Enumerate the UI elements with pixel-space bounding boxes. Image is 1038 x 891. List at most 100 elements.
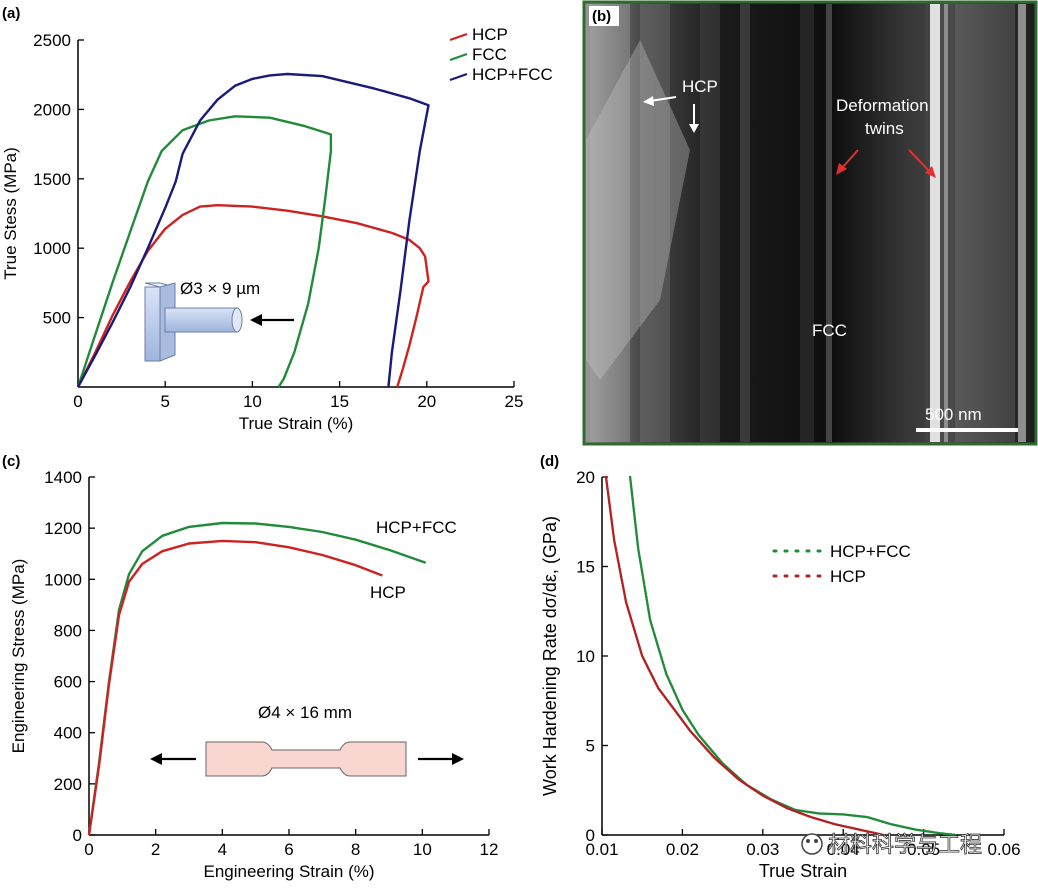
micrograph-label-deformation: Deformation bbox=[836, 96, 929, 115]
x-tick-label: 0.04 bbox=[827, 840, 860, 859]
panel-d-y-axis-title: Work Hardening Rate dσ/dε, (GPa) bbox=[540, 516, 560, 796]
x-tick-label: 25 bbox=[505, 392, 524, 411]
series-line-hcp bbox=[87, 539, 383, 836]
x-tick-label: 2 bbox=[151, 840, 160, 859]
panel-a-y-axis-title: True Stess (MPa) bbox=[1, 147, 20, 280]
x-tick-label: 0.05 bbox=[907, 840, 940, 859]
series-dots-hcp-fcc bbox=[628, 475, 957, 837]
panel-d-label: (d) bbox=[540, 453, 559, 470]
panel-d-legend: HCP+FCC HCP bbox=[772, 542, 911, 586]
panel-a-label: (a) bbox=[2, 5, 20, 22]
x-tick-label: 0.02 bbox=[666, 840, 699, 859]
hcp-arrow-icon bbox=[643, 96, 699, 133]
tension-arrows-icon bbox=[150, 753, 464, 765]
micrograph-band bbox=[800, 4, 814, 442]
y-tick-label: 10 bbox=[576, 647, 595, 666]
panel-a-axes: 0 5 10 15 20 25 500 1000 1500 2000 2500 True Strain… bbox=[1, 31, 523, 433]
x-tick-label: 12 bbox=[480, 840, 499, 859]
x-tick-label: 5 bbox=[160, 392, 169, 411]
legend-label: HCP+FCC bbox=[472, 65, 553, 84]
panel-a: (a) 0 5 10 15 20 25 500 1000 1500 2000 2500 True St… bbox=[1, 5, 553, 433]
micrograph-band bbox=[905, 4, 925, 442]
micrograph-band bbox=[955, 4, 1015, 442]
panel-c-y-axis-title: Engineering Stress (MPa) bbox=[9, 559, 28, 754]
x-tick-label: 0 bbox=[73, 392, 82, 411]
micrograph-band bbox=[640, 4, 670, 442]
panel-a-series bbox=[76, 72, 430, 388]
watermark-text: 材料科学与工程 bbox=[828, 832, 982, 857]
legend-label: HCP bbox=[830, 567, 866, 586]
legend-label: HCP bbox=[472, 25, 508, 44]
series-line-fcc bbox=[76, 115, 333, 388]
x-tick-label: 6 bbox=[284, 840, 293, 859]
legend-label: HCP+FCC bbox=[830, 542, 911, 561]
x-tick-label: 8 bbox=[351, 840, 360, 859]
y-tick-label: 400 bbox=[54, 724, 82, 743]
y-tick-label: 1500 bbox=[33, 170, 71, 189]
y-tick-label: 1000 bbox=[33, 239, 71, 258]
y-tick-label: 200 bbox=[54, 775, 82, 794]
panel-c-x-axis-title: Engineering Strain (%) bbox=[203, 862, 374, 881]
panel-c-label: (c) bbox=[2, 453, 20, 470]
micrograph-band bbox=[590, 4, 630, 442]
panel-d-x-axis-title: True Strain bbox=[759, 861, 847, 881]
series-dots-hcp bbox=[604, 475, 885, 837]
micrograph-band bbox=[740, 4, 750, 442]
panel-d: (d) 0.01 0.02 0.03 0.04 0.05 0.06 0 5 10 15 20 True… bbox=[540, 453, 1021, 881]
panel-d-axes: 0.01 0.02 0.03 0.04 0.05 0.06 0 5 10 15 20 True Str… bbox=[540, 468, 1021, 881]
y-tick-label: 0 bbox=[73, 826, 82, 845]
micrograph-band bbox=[944, 4, 948, 442]
y-tick-label: 500 bbox=[43, 309, 71, 328]
panel-c-specimen-dimension: Ø4 × 16 mm bbox=[258, 703, 352, 722]
panel-a-x-axis-title: True Strain (%) bbox=[239, 414, 354, 433]
dogbone-specimen-icon bbox=[205, 741, 407, 777]
panel-c: (c) 0 2 4 6 8 10 12 0 200 400 600 800 1000 1200 1400 En… bbox=[2, 453, 498, 881]
legend-swatch bbox=[449, 32, 468, 42]
series-label-hcp-fcc: HCP+FCC bbox=[376, 518, 457, 537]
micrograph-label-twins: twins bbox=[865, 119, 904, 138]
panel-d-series bbox=[604, 475, 957, 837]
micrograph-hcp-region bbox=[586, 40, 690, 380]
micrograph-label-hcp: HCP bbox=[682, 77, 718, 96]
series-label-hcp: HCP bbox=[370, 583, 406, 602]
micrograph-frame bbox=[582, 0, 1038, 446]
legend-swatch bbox=[449, 72, 468, 82]
x-tick-label: 0.03 bbox=[746, 840, 779, 859]
twin-arrow-icon bbox=[836, 149, 936, 178]
y-tick-label: 20 bbox=[576, 468, 595, 487]
micrograph-label-fcc: FCC bbox=[812, 321, 847, 340]
x-tick-label: 15 bbox=[330, 392, 349, 411]
y-tick-label: 0 bbox=[586, 826, 595, 845]
y-tick-label: 800 bbox=[54, 621, 82, 640]
micrograph-band bbox=[930, 4, 940, 442]
series-line-hcp-fcc bbox=[76, 72, 430, 388]
micrograph-band bbox=[700, 4, 720, 442]
panel-a-specimen-dimension: Ø3 × 9 µm bbox=[180, 279, 260, 298]
x-tick-label: 4 bbox=[218, 840, 227, 859]
legend-swatch bbox=[449, 52, 468, 62]
panel-b-label-box bbox=[589, 6, 619, 26]
x-tick-label: 0.01 bbox=[585, 840, 618, 859]
y-tick-label: 600 bbox=[54, 673, 82, 692]
compression-arrow-icon bbox=[250, 314, 294, 326]
panel-b: (b) HCP Deformation twins FCC 500 nm bbox=[582, 0, 1038, 446]
y-tick-label: 1200 bbox=[44, 519, 82, 538]
panel-c-series bbox=[87, 521, 427, 836]
micrograph-texture bbox=[586, 4, 1026, 442]
y-tick-label: 2000 bbox=[33, 100, 71, 119]
x-tick-label: 10 bbox=[413, 840, 432, 859]
series-line-hcp-fcc bbox=[87, 521, 427, 836]
micropillar-specimen-icon bbox=[144, 282, 243, 362]
y-tick-label: 1000 bbox=[44, 570, 82, 589]
panel-b-label: (b) bbox=[592, 8, 611, 25]
y-tick-label: 5 bbox=[586, 737, 595, 756]
x-tick-label: 0.06 bbox=[987, 840, 1020, 859]
watermark: 材料科学与工程 bbox=[801, 832, 982, 857]
scale-bar-label: 500 nm bbox=[925, 405, 982, 424]
micrograph-band bbox=[1018, 4, 1026, 442]
x-tick-label: 0 bbox=[84, 840, 93, 859]
legend-label: FCC bbox=[472, 45, 507, 64]
x-tick-label: 20 bbox=[417, 392, 436, 411]
